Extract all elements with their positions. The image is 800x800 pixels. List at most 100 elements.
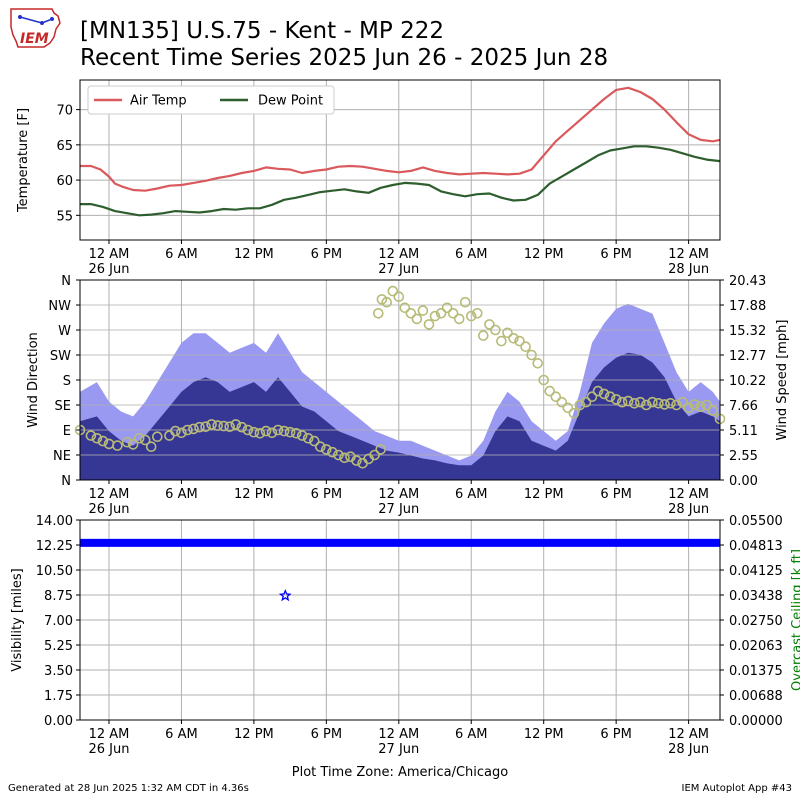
- plot-frame: [79, 79, 721, 241]
- plot-frame: [79, 279, 721, 481]
- wind-direction-point: [152, 431, 163, 443]
- x-tick-label: 12 AM: [668, 247, 709, 262]
- wind-direction-point: [447, 307, 459, 319]
- wind-speed-tick-label: 10.22: [729, 374, 766, 389]
- wind-direction-point: [423, 319, 435, 330]
- visibility-axis-label: Visibility [miles]: [10, 568, 25, 671]
- wind-direction-point: [484, 319, 495, 330]
- wind-speed-tick-label: 20.43: [729, 274, 766, 289]
- wind-direction-point: [544, 385, 556, 397]
- wind-direction-point: [616, 396, 628, 408]
- wind-dir-axis-label: Wind Direction: [26, 332, 41, 428]
- wind-direction-point: [200, 421, 211, 433]
- legend-label-dew-point: Dew Point: [258, 94, 323, 109]
- wind-direction-point: [308, 435, 320, 447]
- x-tick-label: 27 Jun: [378, 742, 419, 757]
- wind-direction-point: [242, 424, 254, 436]
- temp-legend-box: [87, 85, 335, 115]
- wind-direction-point: [520, 341, 531, 353]
- wind-direction-point: [640, 399, 652, 411]
- iem-logo-text: IEM: [20, 31, 49, 47]
- wind-dir-tick-label: SW: [50, 349, 71, 364]
- x-tick-label: 6 PM: [600, 487, 631, 502]
- wind-direction-point: [272, 424, 284, 436]
- ceiling-tick-label: 0.03438: [729, 589, 783, 604]
- temp-y-tick-label: 60: [56, 174, 73, 189]
- wind-speed-tick-label: 2.55: [729, 449, 758, 464]
- wind-direction-point: [459, 296, 471, 308]
- wind-direction-point: [490, 324, 501, 336]
- ceiling-tick-label: 0.00688: [729, 689, 783, 704]
- app-id: IEM Autoplot App #43: [681, 783, 792, 794]
- wind-speed-tick-label: 17.88: [729, 299, 766, 314]
- wind-direction-point: [653, 397, 664, 409]
- wind-direction-point: [689, 399, 700, 410]
- wind-direction-point: [453, 313, 465, 325]
- chart-title-line1: [MN135] U.S.75 - Kent - MP 222: [80, 18, 444, 44]
- x-tick-label: 6 PM: [600, 727, 631, 742]
- wind-direction-point: [260, 425, 272, 437]
- wind-direction-point: [586, 391, 598, 403]
- wind-direction-point: [290, 427, 302, 439]
- temp-y-axis-label: Temperature [F]: [16, 108, 31, 213]
- x-tick-label: 12 PM: [524, 487, 564, 502]
- wind-dir-tick-label: W: [58, 324, 71, 339]
- wind-direction-point: [218, 420, 229, 432]
- temp-y-tick-label: 65: [56, 139, 73, 154]
- x-tick-label: 12 PM: [524, 727, 564, 742]
- x-tick-label: 6 AM: [165, 727, 198, 742]
- visibility-tick-label: 7.00: [44, 614, 73, 629]
- wind-direction-point: [514, 335, 525, 347]
- wind-direction-point: [320, 444, 332, 455]
- wind-direction-point: [224, 421, 235, 433]
- visibility-tick-label: 0.00: [44, 714, 73, 729]
- visibility-star-point: [278, 588, 292, 602]
- ceiling-tick-label: 0.04125: [729, 564, 783, 579]
- x-tick-label: 12 AM: [668, 727, 709, 742]
- wind-direction-point: [628, 397, 640, 409]
- wind-direction-point: [465, 310, 477, 322]
- wind-direction-point: [562, 402, 574, 414]
- visibility-tick-label: 10.50: [36, 564, 73, 579]
- wind-direction-point: [604, 391, 616, 403]
- x-tick-label: 26 Jun: [88, 742, 129, 757]
- x-tick-label: 12 AM: [89, 247, 130, 262]
- wind-direction-point: [496, 335, 507, 347]
- x-axis-timezone-label: Plot Time Zone: America/Chicago: [292, 765, 508, 780]
- wind-direction-point: [471, 307, 483, 319]
- wind-direction-point: [441, 302, 453, 314]
- wind-direction-point: [266, 427, 278, 439]
- ceiling-axis-label: Overcast Ceiling [k ft]: [790, 549, 800, 691]
- x-tick-label: 12 AM: [89, 487, 130, 502]
- wind-direction-point: [665, 397, 676, 409]
- iem-logo: IEM: [8, 7, 62, 51]
- wind-dir-tick-label: SE: [55, 399, 71, 414]
- wind-direction-point: [230, 419, 242, 430]
- x-tick-label: 28 Jun: [668, 502, 709, 517]
- ceiling-tick-label: 0.05500: [729, 514, 783, 529]
- generated-timestamp: Generated at 28 Jun 2025 1:32 AM CDT in …: [8, 783, 249, 794]
- x-tick-label: 28 Jun: [668, 742, 709, 757]
- wind-direction-points: [74, 285, 726, 469]
- wind-direction-point: [97, 435, 109, 447]
- wind-direction-point: [296, 430, 308, 441]
- wind-speed-tick-label: 12.77: [729, 349, 766, 364]
- wind-dir-tick-label: NE: [53, 449, 71, 464]
- wind-direction-point: [707, 405, 719, 416]
- wind-speed-bars: [80, 352, 720, 480]
- ceiling-tick-label: 0.00000: [729, 714, 783, 729]
- wind-speed-tick-label: 5.11: [729, 424, 758, 439]
- wind-dir-tick-label: E: [63, 424, 71, 439]
- wind-speed-tick-label: 15.32: [729, 324, 766, 339]
- wind-direction-point: [671, 399, 682, 411]
- wind-direction-point: [333, 449, 344, 461]
- wind-direction-point: [532, 357, 544, 369]
- wind-direction-point: [170, 425, 181, 437]
- temp-y-tick-label: 70: [56, 104, 73, 119]
- x-tick-label: 26 Jun: [88, 502, 129, 517]
- wind-direction-point: [372, 307, 384, 319]
- wind-direction-point: [194, 421, 205, 433]
- wind-direction-point: [206, 419, 217, 430]
- visibility-tick-label: 14.00: [36, 514, 73, 529]
